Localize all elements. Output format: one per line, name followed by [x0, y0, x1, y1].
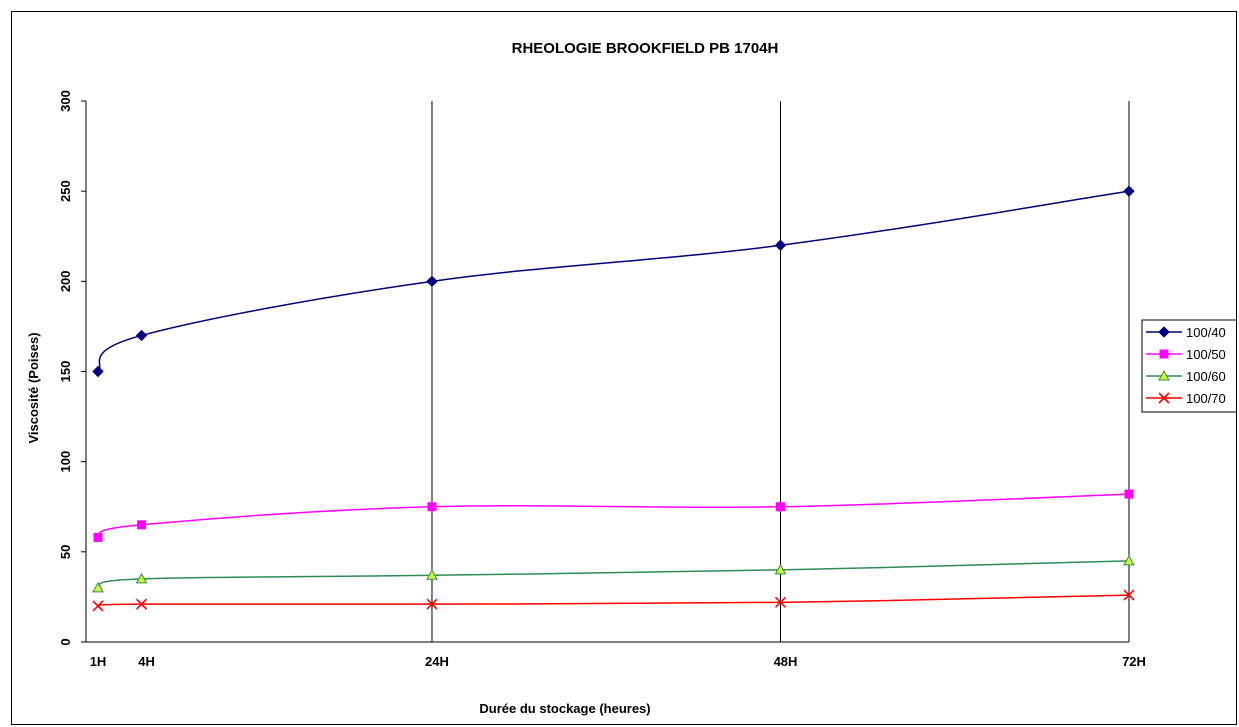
data-point	[1159, 349, 1169, 359]
series-line	[97, 594, 1130, 607]
x-tick-label: 48H	[774, 654, 798, 669]
y-tick-label: 250	[58, 180, 73, 202]
data-point	[426, 569, 438, 580]
legend-item: 100/40	[1146, 325, 1226, 340]
data-point	[1123, 554, 1135, 566]
x-tick-label: 4H	[138, 654, 155, 669]
data-point	[92, 581, 104, 593]
series-line	[97, 493, 1130, 539]
chart-title: RHEOLOGIE BROOKFIELD PB 1704H	[512, 40, 779, 57]
x-tick-labels: 1H 4H 24H 48H 72H	[90, 654, 1146, 669]
line-chart: RHEOLOGIE BROOKFIELD PB 1704H 0 50 100 150 2…	[26, 40, 1236, 716]
data-point	[137, 520, 147, 530]
legend-item: 100/60	[1146, 369, 1226, 384]
series-group	[92, 185, 1135, 612]
data-point	[1124, 489, 1134, 499]
data-point	[774, 239, 787, 251]
series-100-60	[92, 554, 1135, 593]
axes	[81, 100, 1130, 643]
series-line	[97, 190, 1130, 373]
legend-label: 100/70	[1186, 391, 1226, 406]
chart-area: RHEOLOGIE BROOKFIELD PB 1704H 0 50 100 150 2…	[11, 11, 1237, 725]
data-point	[1158, 392, 1170, 404]
y-axis-title: Viscosité (Poises)	[26, 332, 41, 443]
y-tick-label: 100	[58, 451, 73, 473]
series-line	[97, 560, 1130, 589]
series-100-50	[93, 489, 1134, 542]
data-point	[774, 596, 787, 608]
legend-box	[1141, 319, 1236, 413]
legend-item: 100/70	[1146, 391, 1226, 406]
x-tick-label: 72H	[1122, 654, 1146, 669]
data-point	[774, 563, 787, 575]
data-point	[135, 572, 148, 584]
x-tick-label: 24H	[425, 654, 449, 669]
data-point	[135, 598, 148, 610]
data-point	[427, 502, 437, 512]
series-100-40	[92, 185, 1135, 378]
x-axis-title: Durée du stockage (heures)	[479, 701, 650, 716]
legend-label: 100/40	[1186, 325, 1226, 340]
data-point	[92, 600, 104, 612]
data-point	[1123, 589, 1135, 601]
x-tick-label: 1H	[90, 654, 107, 669]
y-tick-label: 150	[58, 361, 73, 383]
y-tick-label: 0	[58, 638, 73, 645]
data-point	[135, 329, 148, 342]
data-point	[92, 365, 104, 378]
legend-label: 100/50	[1186, 347, 1226, 362]
y-tick-labels: 0 50 100 150 200 250 300	[58, 90, 73, 645]
data-point	[93, 532, 103, 542]
data-point	[1123, 185, 1135, 197]
legend: 100/40 100/50 100/60 100/70	[1141, 319, 1236, 413]
y-tick-label: 300	[58, 90, 73, 112]
data-point	[1158, 326, 1170, 338]
legend-label: 100/60	[1186, 369, 1226, 384]
data-point	[775, 502, 785, 512]
data-point	[1158, 369, 1170, 381]
y-tick-label: 50	[58, 545, 73, 559]
gridlines	[431, 101, 781, 642]
legend-item: 100/50	[1146, 347, 1226, 362]
data-point	[426, 598, 438, 610]
series-100-70	[92, 589, 1135, 612]
y-tick-label: 200	[58, 270, 73, 292]
data-point	[426, 275, 438, 288]
